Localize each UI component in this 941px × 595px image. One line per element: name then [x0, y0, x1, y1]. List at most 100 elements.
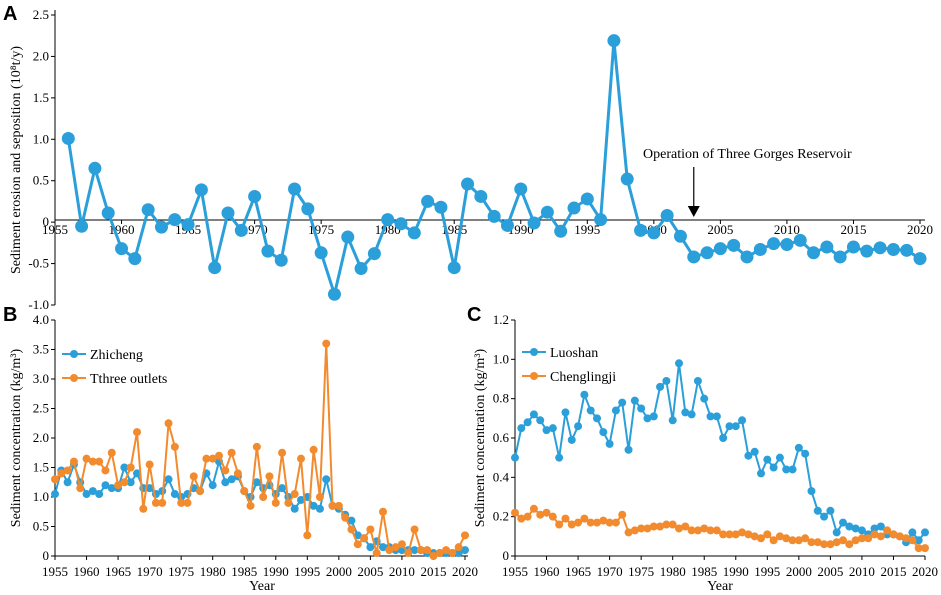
panel-c-data-point [548, 512, 557, 521]
panel-c-data-point [719, 530, 728, 539]
panel-a-data-point [567, 201, 581, 215]
panel-a-data-point [793, 233, 807, 247]
panel-c-data-point [782, 465, 791, 474]
panel-b-ylabel: Sediment concentration (kg/m³) [9, 348, 24, 527]
panel-b-data-point [252, 442, 261, 451]
legend-three-outlets-marker [70, 374, 78, 382]
panel-b-data-point [410, 546, 419, 555]
panel-c-data-point [611, 406, 620, 415]
panel-c-x-tick-label: 1975 [628, 564, 654, 579]
panel-a-y-tick-label: -0.5 [28, 256, 49, 271]
panel-b-data-point [177, 498, 186, 507]
panel-c-data-point [902, 534, 911, 543]
panel-a-x-tick-label: 1990 [508, 222, 534, 237]
panel-b-data-point [397, 540, 406, 549]
panel-b-data-point [334, 501, 343, 510]
panel-c-x-tick-label: 2005 [817, 564, 843, 579]
panel-b-data-point [227, 475, 236, 484]
panel-c-data-point [731, 530, 740, 539]
panel-c-label: C [467, 304, 481, 326]
panel-c-data-point [643, 414, 652, 423]
panel-b-data-point [164, 475, 173, 484]
panel-c-x-tick-label: 2000 [786, 564, 812, 579]
panel-c-data-point [876, 522, 885, 531]
panel-b-x-tick-label: 1970 [137, 564, 163, 579]
panel-b-data-point [297, 454, 305, 463]
panel-c-data-point [763, 455, 772, 464]
panel-c-data-point [813, 506, 822, 515]
panel-c-data-point [662, 376, 671, 385]
panel-c-data-point [744, 451, 753, 460]
panel-b-data-point [353, 540, 362, 549]
panel-c-data-point [624, 445, 633, 454]
panel-c-data-point [555, 453, 564, 462]
panel-c-data-point [586, 518, 595, 527]
panel-c-data-point [794, 536, 803, 545]
panel-b-y-tick-label: 0.5 [33, 519, 49, 534]
panel-b-x-tick-label: 1985 [231, 564, 257, 579]
panel-b-data-point [95, 457, 104, 466]
panel-c-data-point [839, 536, 847, 545]
panel-c-data-point [586, 406, 595, 415]
panel-a-y-tick-label: 0.5 [33, 173, 49, 188]
panel-a-data-point [288, 182, 302, 196]
legend-chenglingji-marker [530, 372, 538, 380]
panel-a-data-point [673, 229, 687, 243]
panel-b-data-point [423, 546, 432, 555]
panel-b-data-point [114, 481, 123, 490]
panel-b-x-tick-label: 1990 [263, 564, 289, 579]
panel-b-data-point [360, 534, 369, 543]
annotation-text: Operation of Three Gorges Reservoir [643, 147, 852, 162]
panel-b-data-point [88, 487, 97, 496]
panel-c-data-point [706, 412, 715, 421]
panel-a-data-point [727, 238, 741, 252]
panel-b-data-point [429, 552, 438, 560]
panel-b-legend: Zhicheng Tthree outlets [62, 348, 167, 387]
panel-c-data-point [529, 410, 538, 419]
panel-c-data-point [921, 544, 929, 553]
panel-a-data-point [168, 213, 182, 227]
panel-a-data-point [607, 34, 621, 48]
panel-c-data-point [832, 528, 841, 537]
panel-c-data-point [826, 506, 835, 515]
panel-b-data-point [233, 469, 242, 478]
panel-b-y-tick-label: 3.5 [33, 342, 49, 357]
panel-c-data-point [687, 410, 696, 419]
panel-c-data-point [637, 524, 646, 533]
panel-c-data-point [574, 422, 583, 431]
panel-c-data-point [693, 526, 702, 535]
panel-c-series-line-luoshan [514, 362, 926, 544]
panel-c-data-point [807, 487, 816, 496]
panel-a-data-point [913, 252, 927, 266]
panel-a-data-point [154, 220, 168, 234]
panel-c-data-point [656, 522, 665, 531]
panel-a-x-tick-label: 2010 [774, 222, 800, 237]
panel-c-data-point [693, 376, 702, 385]
panel-a-data-point [540, 205, 554, 219]
panel-c-data-point [580, 390, 589, 399]
panel-a-data-point [461, 177, 475, 191]
panel-b-x-tick-label: 1965 [105, 564, 131, 579]
panel-b-data-point [202, 454, 211, 463]
panel-c-data-point [788, 465, 797, 474]
panel-c-data-point [794, 443, 803, 452]
panel-c-data-point [813, 538, 822, 547]
panel-b-data-point [101, 466, 110, 475]
panel-c-data-point [801, 449, 810, 458]
panel-c-data-point [561, 514, 570, 523]
panel-a: -1.0-0.500.51.01.52.02.51955196019651970… [3, 3, 933, 312]
panel-a-data-point [421, 194, 435, 208]
legend-chenglingji-label: Chenglingji [550, 370, 616, 385]
panel-b-data-point [107, 484, 116, 493]
panel-a-data-point [833, 250, 847, 264]
panel-c-x-tick-label: 1980 [660, 564, 686, 579]
panel-a-ylabel: Sediment erosion and seposition (10⁸t/y) [9, 46, 24, 274]
panel-a-data-point [873, 241, 887, 255]
panel-b-xlabel: Year [249, 579, 275, 594]
panel-c-data-point [826, 540, 835, 549]
panel-b-ticks: 0 0.5 1.0 1.5 2.0 2.5 3.0 3.5 4.0 1955 1960 1965 197… [33, 312, 478, 579]
panel-b-x-tick-label: 2000 [326, 564, 352, 579]
panel-a-data-point [381, 213, 395, 227]
panel-b-label: B [3, 304, 17, 326]
panel-c-data-point [593, 518, 601, 527]
